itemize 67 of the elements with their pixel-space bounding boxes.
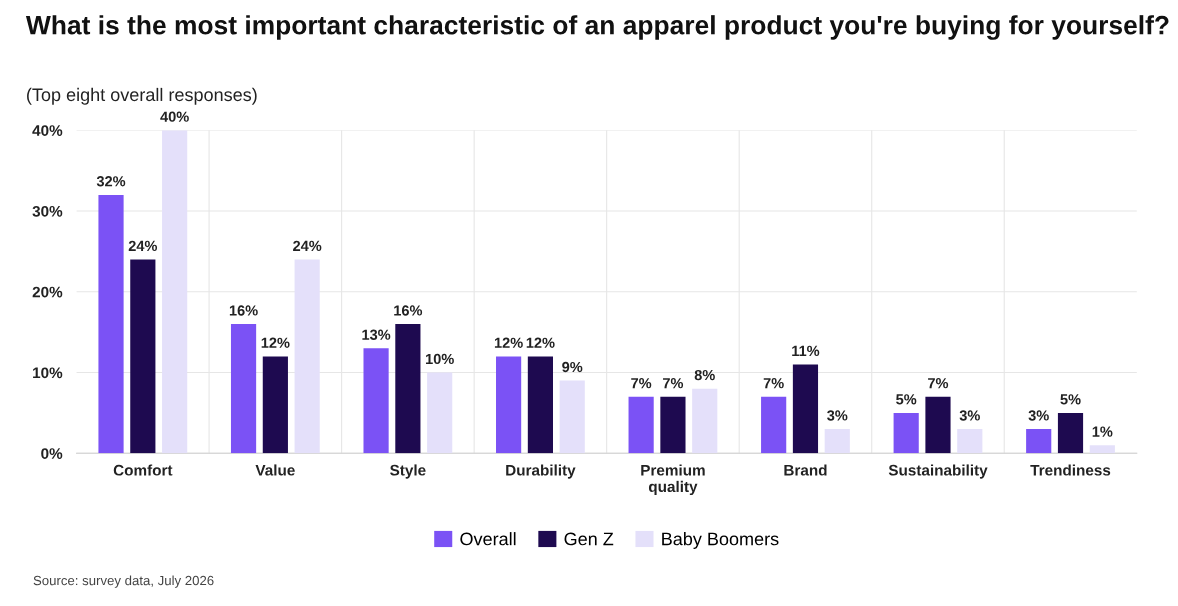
bar: [957, 429, 983, 454]
bar: [660, 396, 686, 454]
data-label: 24%: [128, 240, 158, 252]
bar: [824, 429, 850, 454]
bar: [1057, 412, 1084, 454]
data-label: 11%: [792, 345, 820, 356]
bar: [1026, 429, 1052, 454]
data-label: 16%: [394, 305, 423, 316]
bar: [893, 412, 919, 454]
bar: [925, 396, 951, 454]
y-tick-label: 10%: [33, 367, 63, 379]
data-label: 3%: [827, 410, 848, 421]
bar: [427, 372, 453, 454]
y-tick-label: 40%: [32, 125, 63, 136]
data-label: 1%: [1092, 426, 1113, 437]
data-label: 3%: [959, 410, 980, 421]
bar: [628, 396, 654, 454]
data-label: 10%: [426, 353, 454, 365]
bar: [262, 356, 288, 454]
data-label: 5%: [1060, 394, 1081, 405]
data-label: 13%: [362, 329, 391, 340]
data-label: 12%: [526, 337, 555, 348]
data-label: 7%: [763, 378, 784, 389]
bar: [761, 396, 787, 454]
legend-label: Overall: [460, 532, 516, 546]
x-tick-label: Sustainability: [888, 464, 988, 479]
x-tick-label: Value: [255, 464, 295, 476]
bar: [395, 324, 421, 454]
bar: [496, 356, 522, 454]
x-tick-label: Comfort: [113, 464, 173, 476]
x-tick-label: Style: [390, 464, 426, 479]
legend-label: Baby Boomers: [662, 532, 779, 549]
data-label: 12%: [261, 337, 290, 348]
x-tick-label: Premium quality: [641, 464, 705, 496]
bar: [792, 364, 819, 454]
bar: [162, 130, 188, 454]
x-tick-label: Trendiness: [1030, 464, 1111, 476]
bar: [130, 259, 156, 454]
data-label: 3%: [1028, 410, 1049, 421]
bar: [230, 324, 257, 454]
bar: [294, 259, 320, 454]
y-tick-label: 30%: [32, 205, 63, 217]
data-label: 5%: [896, 394, 917, 405]
data-label: 24%: [293, 240, 322, 252]
data-label: 8%: [694, 369, 715, 381]
chart-title: What is the most important characteristic of an apparel product you're buying for yourself?: [25, 15, 1169, 40]
data-label: 40%: [160, 111, 189, 122]
data-label: 7%: [928, 378, 949, 389]
y-tick-label: 20%: [32, 286, 63, 298]
x-tick-label: Brand: [784, 464, 827, 476]
data-label: 16%: [229, 305, 258, 316]
legend-label: Gen Z: [564, 532, 614, 546]
data-label: 7%: [631, 378, 652, 389]
data-label: 32%: [96, 176, 126, 187]
data-label: 9%: [562, 361, 583, 373]
y-tick-label: 0%: [41, 448, 63, 459]
data-label: 12%: [494, 337, 523, 348]
source-note: Source: survey data, July 2026: [33, 575, 214, 588]
data-label: 7%: [663, 378, 684, 389]
bar: [527, 356, 553, 454]
bar: [363, 348, 389, 454]
bar: [1089, 445, 1115, 454]
bar: [98, 194, 124, 454]
bar: [692, 388, 718, 454]
chart-subtitle: (Top eight overall responses): [27, 87, 257, 105]
x-tick-label: Durability: [506, 464, 576, 479]
bar: [559, 380, 585, 454]
